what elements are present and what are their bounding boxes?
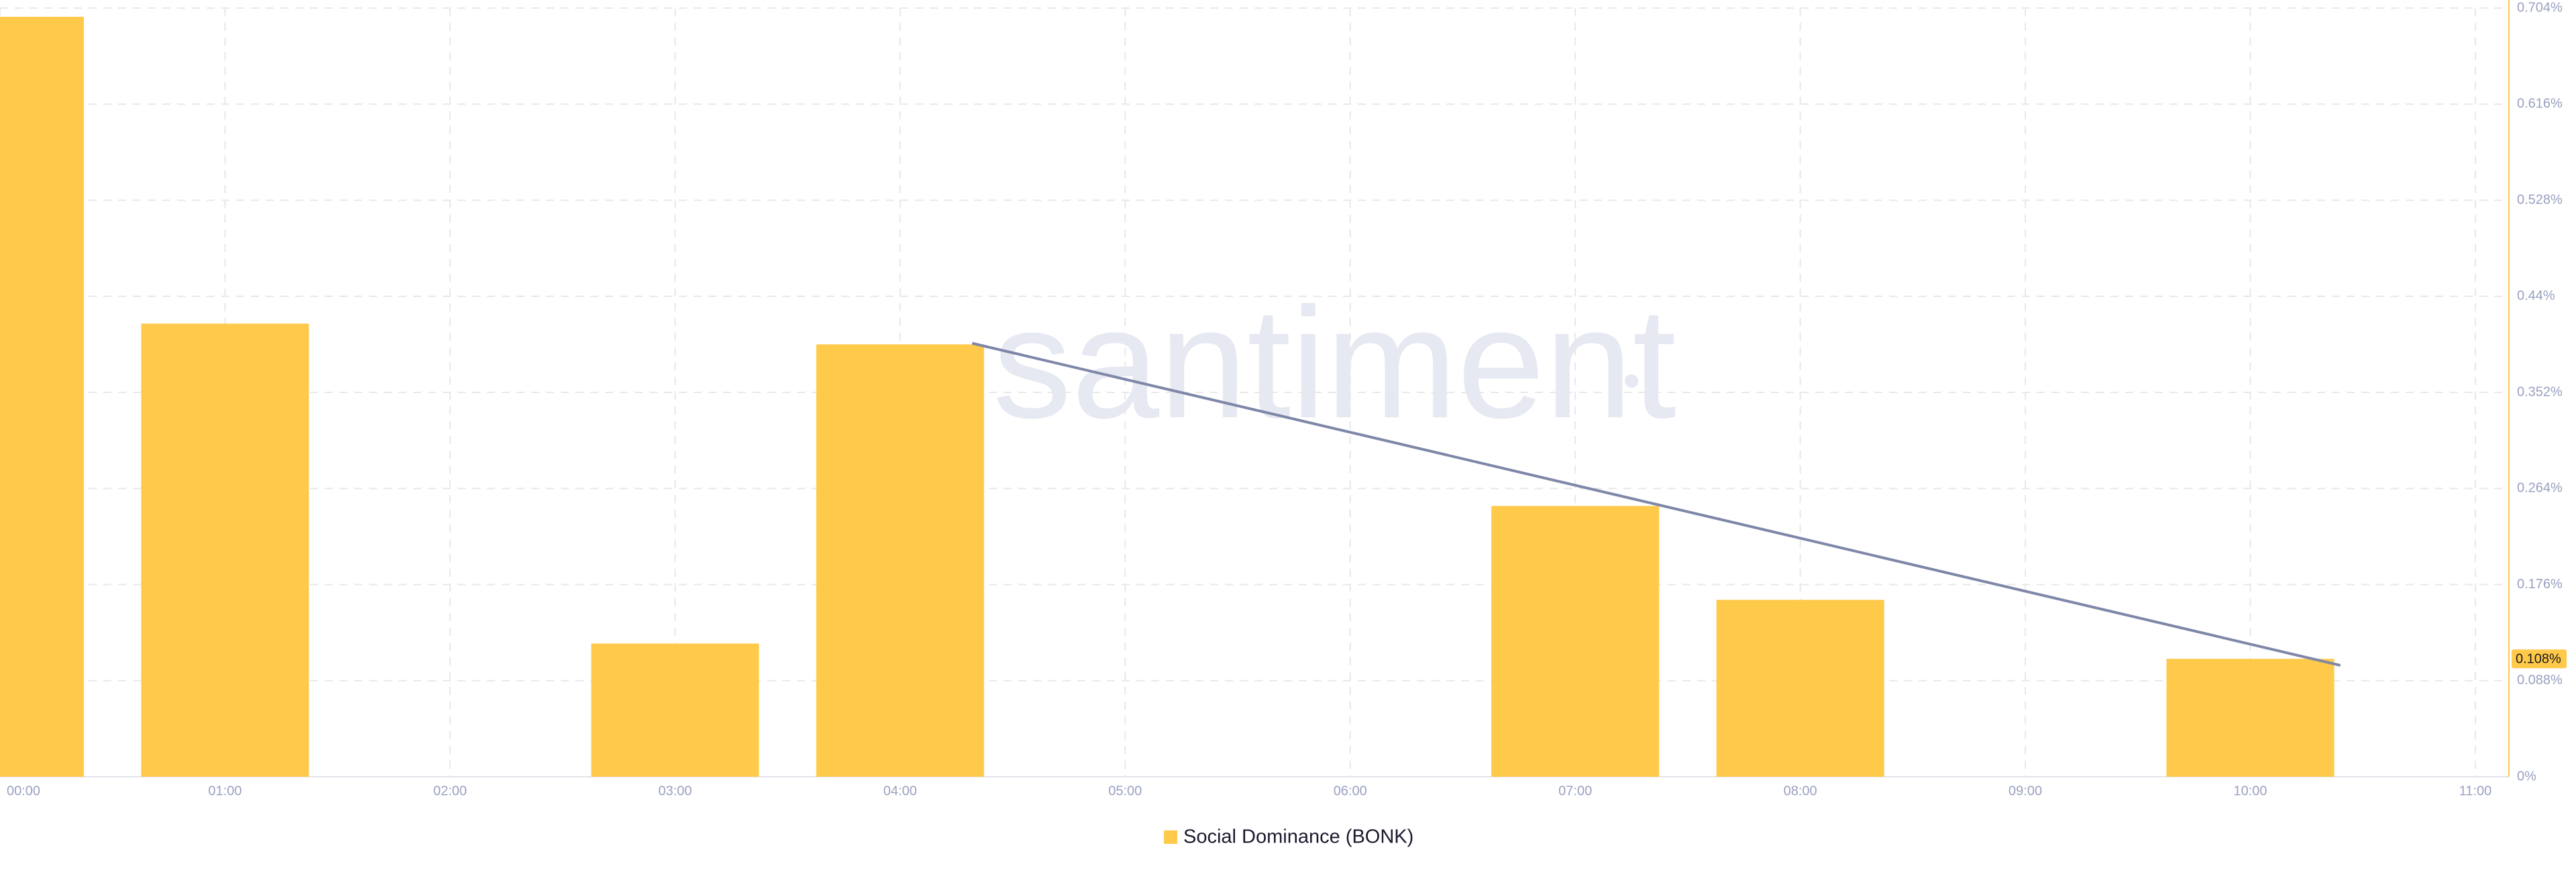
- y-tick-label: 0.704%: [2517, 0, 2563, 15]
- bar: [141, 323, 309, 777]
- x-tick-label: 10:00: [2234, 783, 2267, 798]
- bar: [1716, 600, 1884, 777]
- x-tick-label: 00:00: [7, 783, 40, 798]
- x-tick-label: 01:00: [208, 783, 241, 798]
- x-tick-label: 05:00: [1108, 783, 1142, 798]
- y-tick-label: 0.176%: [2517, 577, 2563, 592]
- x-tick-label: 06:00: [1334, 783, 1367, 798]
- bar: [591, 643, 759, 777]
- x-tick-label: 07:00: [1558, 783, 1592, 798]
- x-tick-label: 09:00: [2008, 783, 2042, 798]
- y-tick-label: 0.088%: [2517, 673, 2563, 688]
- x-tick-label: 08:00: [1784, 783, 1817, 798]
- y-tick-label: 0.44%: [2517, 288, 2555, 303]
- legend-swatch: [1164, 830, 1177, 844]
- trend-line: [971, 341, 2341, 667]
- y-tick-label: 0.528%: [2517, 193, 2563, 207]
- y-tick-label: 0.352%: [2517, 384, 2563, 399]
- legend-label: Social Dominance (BONK): [1183, 826, 1413, 848]
- x-tick-label: 03:00: [658, 783, 692, 798]
- bar: [2166, 659, 2334, 777]
- y-tick-label: 0.264%: [2517, 481, 2563, 496]
- y-tick-label: 0.616%: [2517, 97, 2563, 111]
- x-tick-label: 04:00: [883, 783, 917, 798]
- last-value-badge: [2512, 649, 2567, 669]
- bar: [1491, 506, 1660, 777]
- x-tick-label: 11:00: [2459, 783, 2492, 798]
- bar: [0, 17, 84, 777]
- watermark-dot: [1625, 374, 1638, 388]
- watermark: santiment: [993, 274, 1676, 451]
- last-value-label: 0.108%: [2516, 651, 2561, 666]
- y-tick-label: 0%: [2517, 769, 2536, 783]
- x-tick-label: 02:00: [433, 783, 467, 798]
- bar: [816, 344, 984, 777]
